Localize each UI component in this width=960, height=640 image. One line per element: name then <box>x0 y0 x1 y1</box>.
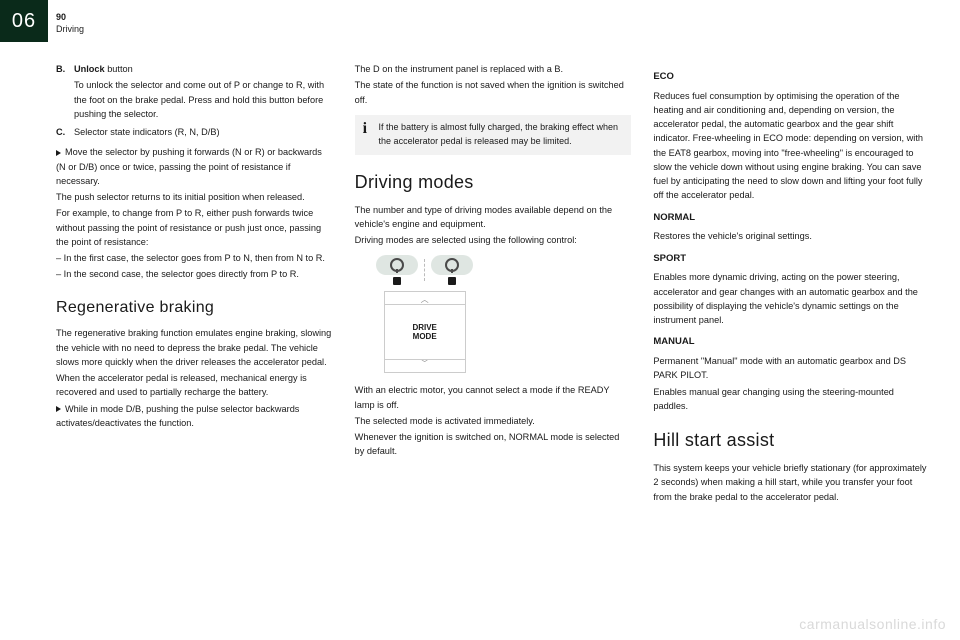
col2-after3: Whenever the ignition is switched on, NO… <box>355 430 632 459</box>
watermark: carmanualsonline.info <box>799 616 946 632</box>
item-c-body: Selector state indicators (R, N, D/B) <box>74 125 333 139</box>
col2-top1: The D on the instrument panel is replace… <box>355 62 632 76</box>
regen-p2: When the accelerator pedal is released, … <box>56 371 333 400</box>
hill-heading: Hill start assist <box>653 427 930 455</box>
unlock-title: Unlock <box>74 64 105 74</box>
lock-icon <box>448 277 456 285</box>
regen-heading: Regenerative braking <box>56 296 333 321</box>
page-header: 90 Driving <box>56 12 84 35</box>
steering-wheel-icon <box>445 258 459 272</box>
marker-c: C. <box>56 125 74 139</box>
divider-icon <box>424 259 425 281</box>
steering-wheel-icon <box>390 258 404 272</box>
manual-heading: MANUAL <box>653 335 930 350</box>
eco-heading: ECO <box>653 70 930 85</box>
eco-body: Reduces fuel consumption by optimising t… <box>653 89 930 203</box>
chevron-up-icon: ︿ <box>421 294 429 306</box>
unlock-body: To unlock the selector and come out of P… <box>74 78 333 121</box>
col2-after2: The selected mode is activated immediate… <box>355 414 632 428</box>
drive-mode-label: DRIVEMODE <box>408 323 440 342</box>
manual-p1: Permanent "Manual" mode with an automati… <box>653 354 930 383</box>
list-item-c: C. Selector state indicators (R, N, D/B) <box>56 125 333 139</box>
case-2: – In the second case, the selector goes … <box>56 267 333 281</box>
drive-mode-box: ︿ DRIVEMODE ﹀ <box>384 291 466 373</box>
normal-body: Restores the vehicle's original settings… <box>653 229 930 243</box>
hill-body: This system keeps your vehicle briefly s… <box>653 461 930 504</box>
modes-p2: Driving modes are selected using the fol… <box>355 233 632 247</box>
marker-b: B. <box>56 62 74 123</box>
wheel-left <box>376 255 418 285</box>
normal-heading: NORMAL <box>653 211 930 226</box>
column-3: ECO Reduces fuel consumption by optimisi… <box>653 62 930 620</box>
unlock-suffix: button <box>105 64 133 74</box>
chapter-badge: 06 <box>0 0 48 42</box>
section-name: Driving <box>56 24 84 36</box>
lock-icon <box>393 277 401 285</box>
case-1: – In the first case, the selector goes f… <box>56 251 333 265</box>
column-1: B. Unlock button To unlock the selector … <box>56 62 333 620</box>
triangle-bullet-icon <box>56 150 61 156</box>
triangle-bullet-icon <box>56 406 61 412</box>
col2-after1: With an electric motor, you cannot selec… <box>355 383 632 412</box>
driving-modes-heading: Driving modes <box>355 169 632 197</box>
content-columns: B. Unlock button To unlock the selector … <box>56 62 930 620</box>
push-return: The push selector returns to its initial… <box>56 190 333 204</box>
info-note-box: i If the battery is almost fully charged… <box>355 115 632 155</box>
wheel-row <box>355 255 495 285</box>
chevron-down-icon: ﹀ <box>421 358 429 370</box>
sport-body: Enables more dynamic driving, acting on … <box>653 270 930 327</box>
list-item-b: B. Unlock button To unlock the selector … <box>56 62 333 123</box>
regen-p3: While in mode D/B, pushing the pulse sel… <box>56 402 333 431</box>
drive-mode-diagram: ︿ DRIVEMODE ﹀ <box>355 255 495 373</box>
col2-top2: The state of the function is not saved w… <box>355 78 632 107</box>
note-text: If the battery is almost fully charged, … <box>379 121 624 149</box>
manual-p2: Enables manual gear changing using the s… <box>653 385 930 414</box>
wheel-right <box>431 255 473 285</box>
info-icon: i <box>363 121 371 149</box>
regen-p1: The regenerative braking function emulat… <box>56 326 333 369</box>
modes-p1: The number and type of driving modes ava… <box>355 203 632 232</box>
sport-heading: SPORT <box>653 252 930 267</box>
example-text: For example, to change from P to R, eith… <box>56 206 333 249</box>
column-2: The D on the instrument panel is replace… <box>355 62 632 620</box>
move-selector-line: Move the selector by pushing it forwards… <box>56 145 333 188</box>
page-number: 90 <box>56 12 84 24</box>
